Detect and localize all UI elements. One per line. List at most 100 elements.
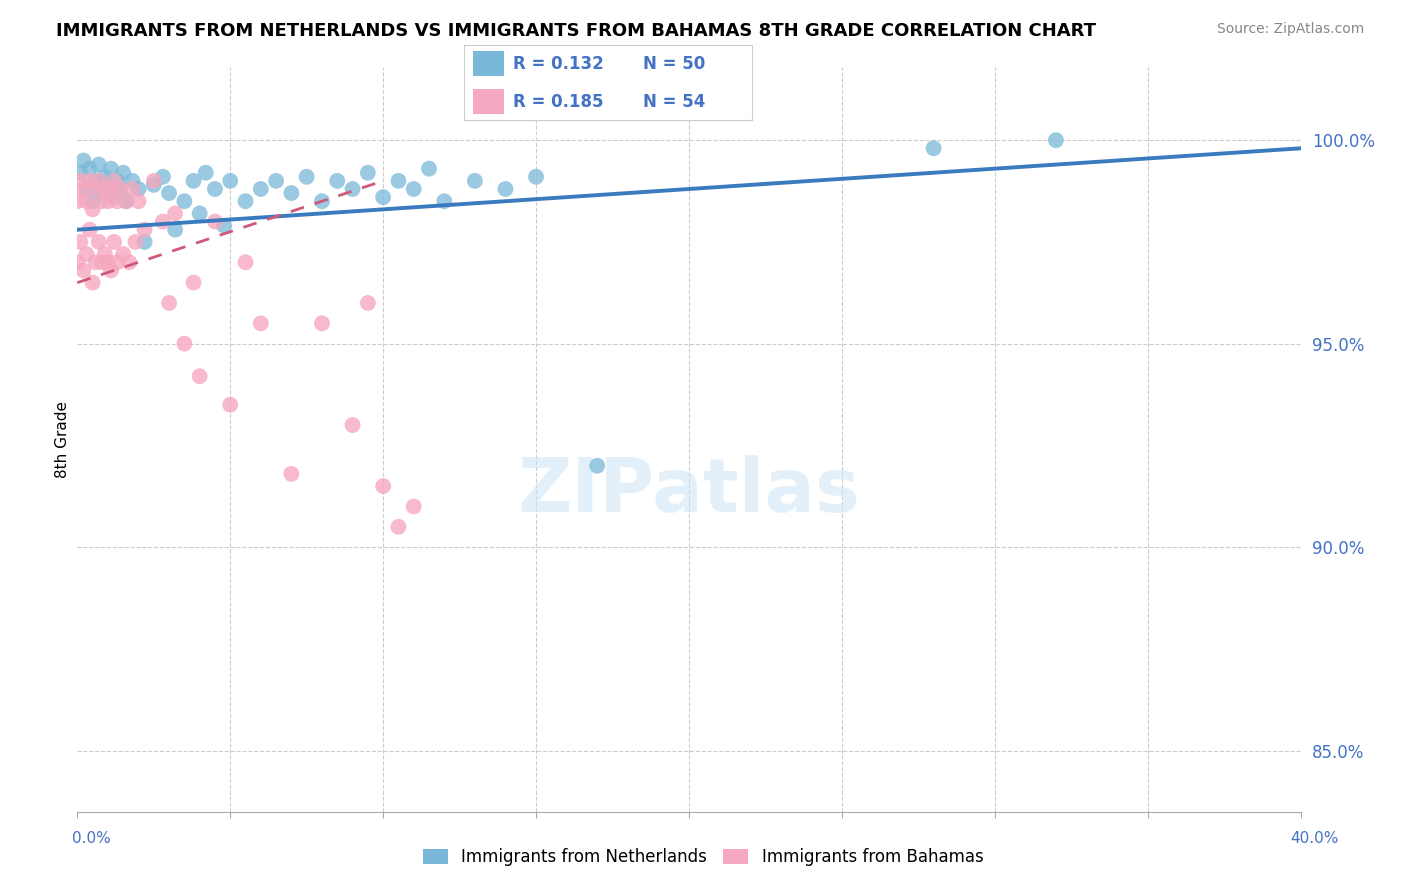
Point <box>100 263 122 277</box>
Text: N = 54: N = 54 <box>643 93 704 111</box>
Point <box>127 182 149 196</box>
Point <box>112 247 135 261</box>
Point <box>84 174 107 188</box>
Point <box>121 174 143 188</box>
Point <box>112 166 135 180</box>
FancyBboxPatch shape <box>472 52 505 77</box>
Point <box>76 194 98 209</box>
Point <box>105 174 128 188</box>
Point <box>94 182 117 196</box>
Point <box>433 194 456 209</box>
Point <box>72 182 94 196</box>
Point <box>152 169 174 184</box>
Point <box>183 276 205 290</box>
Point <box>183 174 205 188</box>
Point <box>922 141 945 155</box>
Point <box>100 182 122 196</box>
Point <box>105 255 128 269</box>
Point <box>371 190 394 204</box>
Point <box>357 296 380 310</box>
Point <box>157 186 180 200</box>
Point <box>108 182 131 196</box>
Point <box>311 194 333 209</box>
Point <box>84 182 107 196</box>
Point <box>495 182 517 196</box>
Point <box>165 223 187 237</box>
Point <box>97 194 120 209</box>
Point <box>115 194 138 209</box>
Point <box>121 182 143 196</box>
Point <box>124 235 146 249</box>
Point <box>69 166 91 180</box>
Point <box>371 479 394 493</box>
Point <box>103 190 125 204</box>
Point <box>90 194 112 209</box>
Point <box>235 194 257 209</box>
Point <box>87 174 110 188</box>
Point <box>127 194 149 209</box>
Point <box>79 174 101 188</box>
Point <box>165 206 187 220</box>
Text: 0.0%: 0.0% <box>72 831 111 846</box>
Text: IMMIGRANTS FROM NETHERLANDS VS IMMIGRANTS FROM BAHAMAS 8TH GRADE CORRELATION CHA: IMMIGRANTS FROM NETHERLANDS VS IMMIGRANT… <box>56 22 1097 40</box>
Point <box>97 178 120 192</box>
Point <box>387 520 409 534</box>
Point <box>82 202 104 217</box>
Point <box>94 169 117 184</box>
Point <box>79 161 101 176</box>
Point <box>100 161 122 176</box>
Point <box>69 235 91 249</box>
Point <box>82 194 104 209</box>
Point <box>79 223 101 237</box>
Text: ZIPatlas: ZIPatlas <box>517 455 860 528</box>
Point <box>235 255 257 269</box>
Point <box>90 186 112 200</box>
Point <box>97 255 120 269</box>
Point <box>194 166 217 180</box>
Point <box>1045 133 1067 147</box>
Point <box>280 186 302 200</box>
Point <box>342 418 364 433</box>
Point <box>219 398 242 412</box>
Point <box>72 153 94 168</box>
Point <box>204 182 226 196</box>
Legend: Immigrants from Netherlands, Immigrants from Bahamas: Immigrants from Netherlands, Immigrants … <box>416 842 990 873</box>
Text: 40.0%: 40.0% <box>1291 831 1339 846</box>
Point <box>326 174 349 188</box>
Point <box>188 369 211 384</box>
Point <box>105 194 128 209</box>
Point <box>250 316 273 330</box>
FancyBboxPatch shape <box>472 89 505 114</box>
Point <box>118 255 141 269</box>
Point <box>87 158 110 172</box>
Point <box>418 161 440 176</box>
Point <box>72 263 94 277</box>
Point <box>94 247 117 261</box>
Point <box>134 223 156 237</box>
Point <box>103 174 125 188</box>
Point <box>76 247 98 261</box>
Point <box>402 182 425 196</box>
Point <box>69 174 91 188</box>
Point <box>311 316 333 330</box>
Point <box>66 255 89 269</box>
Point <box>212 219 235 233</box>
Point <box>280 467 302 481</box>
Point <box>219 174 242 188</box>
Point <box>152 214 174 228</box>
Point <box>173 194 195 209</box>
Text: R = 0.185: R = 0.185 <box>513 93 603 111</box>
Text: N = 50: N = 50 <box>643 55 704 73</box>
Point <box>357 166 380 180</box>
Point <box>250 182 273 196</box>
Point <box>134 235 156 249</box>
Point <box>264 174 287 188</box>
Point <box>103 235 125 249</box>
Point <box>76 182 98 196</box>
Text: Source: ZipAtlas.com: Source: ZipAtlas.com <box>1216 22 1364 37</box>
Point <box>204 214 226 228</box>
Point <box>84 255 107 269</box>
Point <box>157 296 180 310</box>
Text: R = 0.132: R = 0.132 <box>513 55 603 73</box>
Point <box>387 174 409 188</box>
